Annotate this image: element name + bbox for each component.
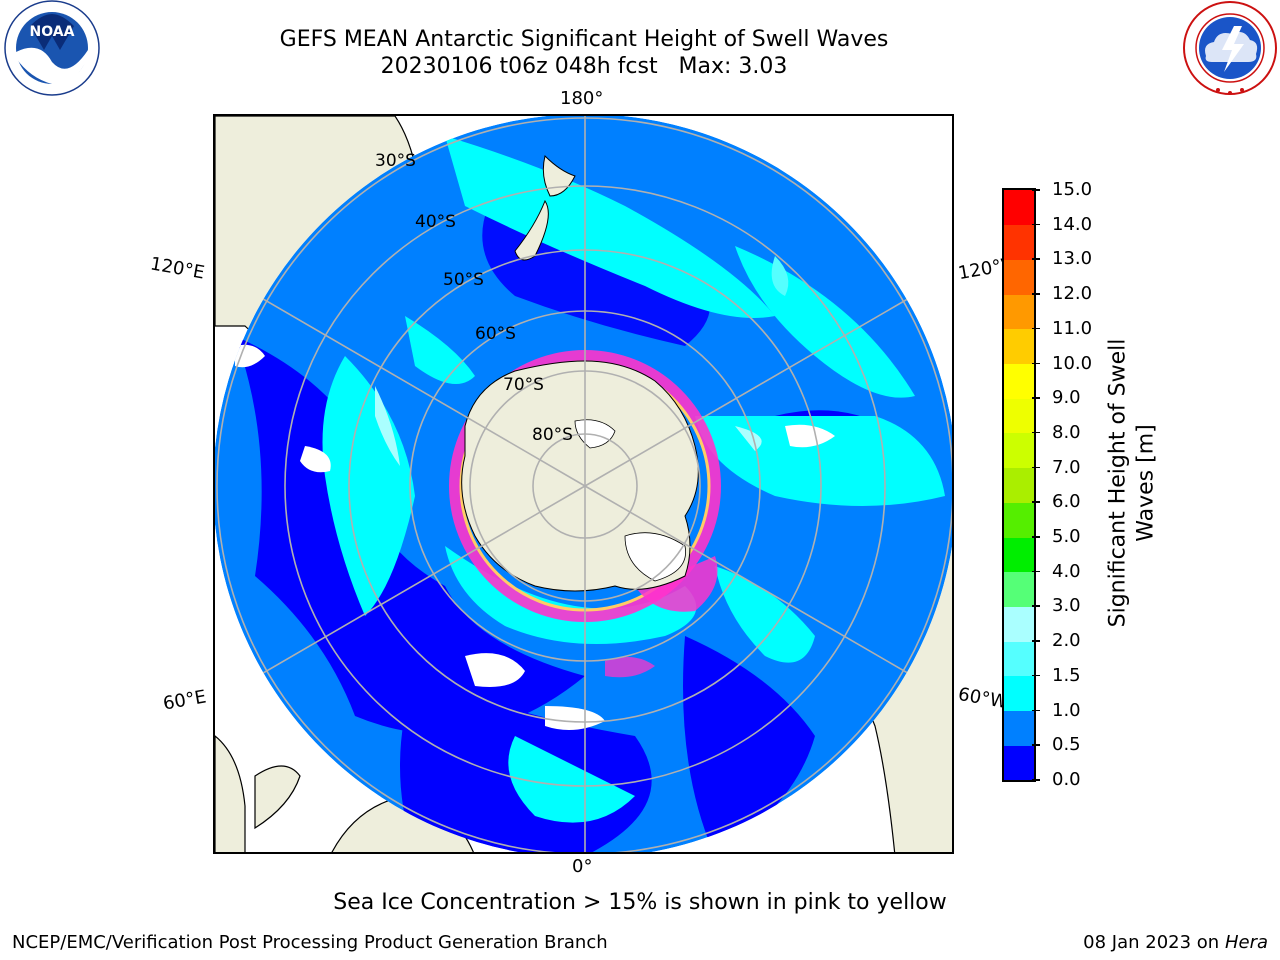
lon-label-180: 180° [560, 88, 604, 109]
antarctic-map [213, 114, 954, 854]
sea-ice-patch [635, 556, 718, 612]
colorbar-title-box: Significant Height of Swell Waves [m] [1096, 188, 1168, 778]
colorbar-tick [1032, 501, 1040, 503]
nws-logo [1183, 1, 1277, 95]
swell-band-dark [683, 636, 815, 852]
colorbar-tick-label: 10.0 [1052, 352, 1093, 374]
africa-land [215, 735, 246, 852]
colorbar-segment [1004, 190, 1034, 226]
colorbar-tick [1032, 709, 1040, 712]
colorbar-tick-label: 1.0 [1052, 699, 1081, 721]
map-canvas [215, 116, 952, 852]
colorbar-tick-label: 13.0 [1052, 248, 1093, 270]
colorbar-tick-label: 9.0 [1052, 387, 1081, 409]
noaa-logo-text: NOAA [30, 24, 75, 40]
colorbar-tick-label: 7.0 [1052, 456, 1081, 478]
colorbar-segment [1004, 259, 1034, 295]
colorbar-tick-label: 4.0 [1052, 560, 1081, 582]
colorbar-tick-label: 12.0 [1052, 283, 1093, 305]
lat-label-70s: 70°S [503, 375, 544, 395]
colorbar-tick [1032, 327, 1040, 330]
noaa-logo: NOAA [4, 0, 100, 96]
colorbar-tick-label: 2.0 [1052, 630, 1081, 652]
lat-label-60s: 60°S [475, 324, 516, 344]
colorbar-tick [1032, 605, 1040, 607]
missing-data-patch [785, 424, 835, 448]
footer-date-text: 08 Jan 2023 on [1083, 932, 1220, 953]
colorbar-tick [1032, 640, 1040, 642]
colorbar-tick [1032, 189, 1040, 191]
chart-subtitle: 20230106 t06z 048h fcst Max: 3.03 [380, 54, 788, 79]
footer-credit: NCEP/EMC/Verification Post Processing Pr… [12, 932, 608, 953]
colorbar-segment [1004, 710, 1034, 746]
colorbar-title: Significant Height of Swell Waves [m] [1105, 338, 1159, 628]
colorbar-segment [1004, 641, 1034, 677]
colorbar-segment [1004, 537, 1034, 573]
colorbar-tick-label: 1.5 [1052, 664, 1081, 686]
colorbar-tick [1032, 779, 1040, 781]
colorbar-tick-label: 3.0 [1052, 595, 1081, 617]
colorbar-tick-label: 15.0 [1052, 179, 1093, 200]
missing-data-patch [545, 706, 605, 730]
colorbar-segment [1004, 606, 1034, 642]
colorbar-tick [1032, 362, 1040, 365]
colorbar-tick [1032, 223, 1040, 226]
swell-band-dark [235, 336, 585, 734]
colorbar-segment [1004, 328, 1034, 365]
colorbar-tick-label: 14.0 [1052, 213, 1093, 235]
weddell-ice-shelf [624, 532, 687, 582]
colorbar-segment [1004, 675, 1034, 712]
colorbar-tick-label: 8.0 [1052, 421, 1081, 443]
footer-system: Hera [1224, 932, 1268, 953]
colorbar-tick [1032, 258, 1040, 260]
colorbar-segment [1004, 398, 1034, 434]
lat-label-80s: 80°S [532, 425, 573, 445]
footer-date: 08 Jan 2023 on Hera [1083, 932, 1268, 953]
chart-title: GEFS MEAN Antarctic Significant Height o… [279, 27, 889, 52]
colorbar-segment [1004, 294, 1034, 330]
swell-band-cyan [715, 566, 815, 663]
lat-label-40s: 40°S [415, 212, 456, 232]
colorbar-segment [1004, 363, 1034, 399]
lon-label-0: 0° [572, 856, 593, 877]
swell-band-cyan [322, 356, 415, 616]
colorbar-tick [1032, 744, 1040, 746]
colorbar-tick [1032, 397, 1040, 399]
lon-label-120e: 120°E [148, 253, 207, 284]
colorbar-tick [1032, 293, 1040, 295]
swell-band-cyan [445, 136, 775, 318]
swell-band-light [771, 256, 789, 296]
colorbar-tick-label: 0.0 [1052, 769, 1081, 790]
colorbar [1002, 188, 1036, 782]
colorbar-tick [1032, 431, 1040, 434]
lat-label-30s: 30°S [375, 151, 416, 171]
sea-ice-note: Sea Ice Concentration > 15% is shown in … [333, 890, 947, 915]
swell-band-light [375, 386, 400, 466]
colorbar-segment [1004, 745, 1034, 781]
colorbar-segment [1004, 432, 1034, 469]
colorbar-tick-label: 0.5 [1052, 734, 1081, 756]
madagascar-land [254, 765, 301, 830]
colorbar-tick-label: 11.0 [1052, 317, 1093, 339]
colorbar-segment [1004, 571, 1034, 607]
graticule [215, 116, 952, 852]
colorbar-tick [1032, 466, 1040, 469]
lat-label-50s: 50°S [443, 270, 484, 290]
colorbar-tick-label: 6.0 [1052, 491, 1081, 513]
colorbar-tick [1032, 536, 1040, 538]
new-zealand-land [514, 155, 576, 261]
colorbar-tick [1032, 674, 1040, 677]
missing-data-patch [465, 653, 525, 687]
colorbar-tick [1032, 570, 1040, 573]
lon-label-60e: 60°E [161, 686, 208, 715]
colorbar-tick-label: 5.0 [1052, 526, 1081, 548]
colorbar-segment [1004, 467, 1034, 503]
swell-band-cyan [508, 736, 635, 823]
missing-data-patch [300, 446, 331, 473]
colorbar-segment [1004, 502, 1034, 538]
swell-band-cyan [445, 546, 697, 644]
sea-ice-patch [605, 657, 655, 678]
colorbar-segment [1004, 224, 1034, 260]
